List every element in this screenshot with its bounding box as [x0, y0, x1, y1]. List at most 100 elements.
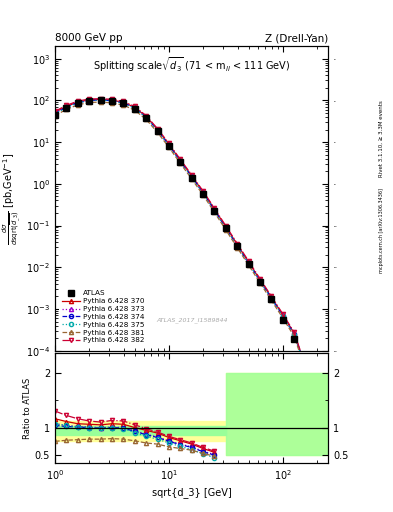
Pythia 6.428 370	[246, 259, 251, 265]
ATLAS	[155, 129, 160, 135]
Pythia 6.428 374	[281, 313, 285, 319]
Line: Pythia 6.428 382: Pythia 6.428 382	[53, 97, 319, 406]
Pythia 6.428 381	[303, 367, 308, 373]
Pythia 6.428 375	[281, 313, 285, 319]
Pythia 6.428 373	[87, 97, 92, 103]
Pythia 6.428 374	[292, 331, 297, 337]
ATLAS	[98, 97, 103, 103]
Text: 8000 GeV pp: 8000 GeV pp	[55, 33, 123, 43]
Pythia 6.428 374	[303, 365, 308, 371]
Pythia 6.428 373	[110, 97, 114, 103]
Pythia 6.428 375	[315, 403, 320, 409]
Pythia 6.428 382	[167, 140, 171, 146]
Pythia 6.428 370	[201, 189, 206, 195]
Pythia 6.428 381	[292, 333, 297, 339]
Pythia 6.428 373	[75, 99, 80, 105]
Pythia 6.428 382	[189, 172, 194, 178]
Pythia 6.428 375	[98, 97, 103, 103]
Pythia 6.428 374	[201, 190, 206, 196]
ATLAS	[281, 317, 285, 323]
ATLAS	[269, 296, 274, 303]
Pythia 6.428 373	[224, 224, 228, 230]
Pythia 6.428 370	[269, 294, 274, 301]
Pythia 6.428 382	[303, 364, 308, 370]
ATLAS	[315, 409, 320, 415]
Y-axis label: $\frac{d\sigma}{d\mathrm{sqrt}(\overline{d_{\_3}})}$ [pb,GeV$^{-1}$]: $\frac{d\sigma}{d\mathrm{sqrt}(\overline…	[1, 152, 23, 245]
Y-axis label: Ratio to ATLAS: Ratio to ATLAS	[23, 378, 32, 439]
Pythia 6.428 370	[281, 312, 285, 318]
Pythia 6.428 375	[246, 260, 251, 266]
Pythia 6.428 370	[75, 99, 80, 105]
Pythia 6.428 374	[75, 100, 80, 106]
Pythia 6.428 382	[224, 223, 228, 229]
Pythia 6.428 375	[144, 114, 149, 120]
Pythia 6.428 374	[64, 104, 69, 110]
Pythia 6.428 381	[144, 116, 149, 122]
ATLAS	[212, 208, 217, 215]
ATLAS	[246, 261, 251, 267]
Pythia 6.428 373	[281, 312, 285, 318]
Pythia 6.428 370	[258, 277, 263, 283]
Pythia 6.428 374	[53, 110, 57, 116]
Pythia 6.428 374	[144, 114, 149, 120]
Pythia 6.428 382	[87, 96, 92, 102]
Pythia 6.428 381	[189, 176, 194, 182]
Pythia 6.428 373	[189, 173, 194, 179]
Pythia 6.428 374	[110, 98, 114, 104]
Pythia 6.428 373	[246, 260, 251, 266]
Text: Z (Drell-Yan): Z (Drell-Yan)	[265, 33, 328, 43]
ATLAS	[167, 143, 171, 149]
Pythia 6.428 382	[144, 113, 149, 119]
Pythia 6.428 373	[212, 207, 217, 213]
Text: Splitting scale$\sqrt{d_3}$ (71 < m$_{ll}$ < 111 GeV): Splitting scale$\sqrt{d_3}$ (71 < m$_{ll…	[93, 55, 290, 74]
Text: ATLAS_2017_I1589844: ATLAS_2017_I1589844	[156, 317, 227, 323]
ATLAS	[189, 175, 194, 181]
Pythia 6.428 370	[64, 103, 69, 110]
ATLAS	[87, 98, 92, 104]
Pythia 6.428 382	[269, 293, 274, 300]
Pythia 6.428 373	[269, 295, 274, 301]
Line: ATLAS: ATLAS	[52, 98, 320, 414]
Pythia 6.428 382	[75, 98, 80, 104]
Line: Pythia 6.428 375: Pythia 6.428 375	[53, 98, 319, 408]
ATLAS	[303, 371, 308, 377]
Pythia 6.428 374	[258, 278, 263, 284]
Pythia 6.428 381	[87, 99, 92, 105]
Pythia 6.428 382	[132, 103, 137, 110]
Pythia 6.428 375	[132, 105, 137, 112]
Pythia 6.428 381	[281, 315, 285, 321]
Pythia 6.428 373	[303, 365, 308, 371]
ATLAS	[201, 190, 206, 197]
Pythia 6.428 374	[121, 100, 126, 106]
Pythia 6.428 381	[201, 192, 206, 198]
Pythia 6.428 374	[315, 403, 320, 409]
Pythia 6.428 373	[315, 402, 320, 409]
Pythia 6.428 381	[246, 262, 251, 268]
Pythia 6.428 381	[64, 106, 69, 113]
Pythia 6.428 374	[224, 225, 228, 231]
Line: Pythia 6.428 370: Pythia 6.428 370	[53, 97, 319, 407]
Pythia 6.428 373	[132, 104, 137, 111]
Pythia 6.428 381	[155, 130, 160, 136]
Pythia 6.428 382	[212, 205, 217, 211]
Pythia 6.428 374	[189, 174, 194, 180]
Pythia 6.428 373	[235, 242, 240, 248]
Pythia 6.428 370	[155, 126, 160, 133]
Pythia 6.428 375	[212, 207, 217, 214]
Pythia 6.428 375	[303, 366, 308, 372]
Pythia 6.428 375	[269, 295, 274, 302]
Pythia 6.428 381	[269, 297, 274, 304]
Pythia 6.428 381	[315, 405, 320, 411]
Pythia 6.428 370	[132, 104, 137, 111]
Pythia 6.428 381	[212, 209, 217, 216]
Pythia 6.428 382	[292, 329, 297, 335]
Pythia 6.428 374	[98, 97, 103, 103]
Pythia 6.428 373	[155, 127, 160, 133]
Pythia 6.428 373	[53, 110, 57, 116]
Pythia 6.428 381	[98, 99, 103, 105]
Legend: ATLAS, Pythia 6.428 370, Pythia 6.428 373, Pythia 6.428 374, Pythia 6.428 375, P: ATLAS, Pythia 6.428 370, Pythia 6.428 37…	[59, 287, 148, 347]
Pythia 6.428 381	[178, 160, 183, 166]
Pythia 6.428 382	[121, 98, 126, 104]
Pythia 6.428 373	[64, 104, 69, 110]
ATLAS	[292, 336, 297, 342]
